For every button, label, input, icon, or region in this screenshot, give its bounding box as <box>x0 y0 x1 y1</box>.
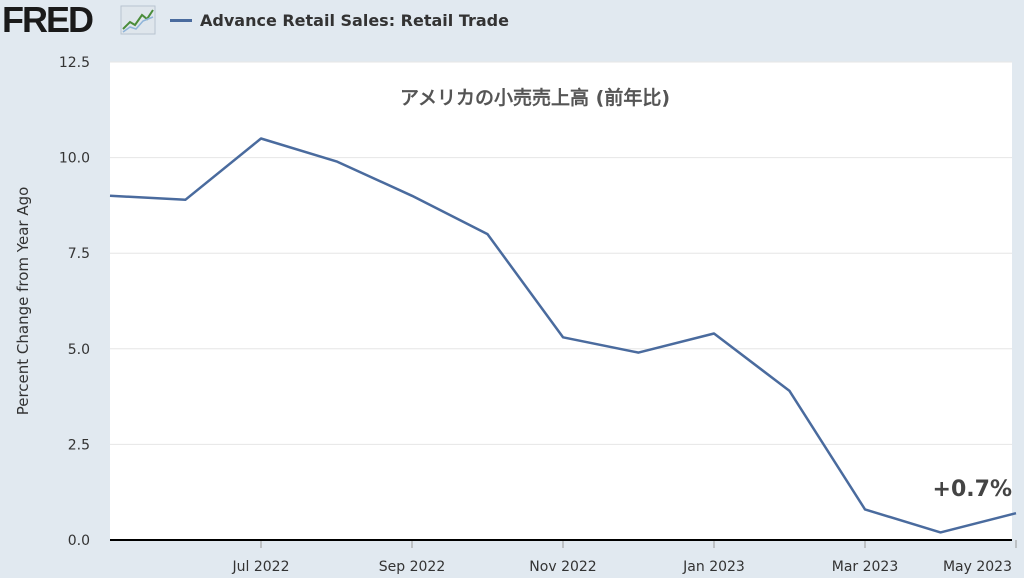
chart-legend[interactable]: Advance Retail Sales: Retail Trade <box>170 8 509 32</box>
chart-title: アメリカの小売売上高 (前年比) <box>400 86 670 109</box>
y-tick-label: 12.5 <box>59 55 90 71</box>
x-tick-label: Mar 2023 <box>832 559 899 575</box>
y-tick-label: 10.0 <box>59 151 90 167</box>
x-tick-label: Sep 2022 <box>379 559 445 575</box>
y-tick-label: 2.5 <box>68 437 90 453</box>
last-value-annotation: +0.7% <box>933 477 1012 502</box>
y-axis-ticks: 0.0 2.5 5.0 7.5 10.0 12.5 <box>59 55 90 549</box>
y-tick-label: 0.0 <box>68 533 90 549</box>
trend-line-icon <box>120 5 156 39</box>
x-tick-label: May 2023 <box>943 559 1012 575</box>
x-tick-label: Jul 2022 <box>232 559 290 575</box>
x-axis-ticks: Jul 2022 Sep 2022 Nov 2022 Jan 2023 Mar 2023… <box>232 540 1017 575</box>
x-tick-label: Nov 2022 <box>529 559 596 575</box>
y-axis-label: Percent Change from Year Ago <box>14 187 32 416</box>
legend-label: Advance Retail Sales: Retail Trade <box>200 10 509 30</box>
fred-logo[interactable]: FRED <box>2 0 94 40</box>
x-tick-label: Jan 2023 <box>682 559 745 575</box>
grid-lines <box>110 61 1012 445</box>
legend-swatch <box>170 18 192 22</box>
series-line[interactable] <box>109 137 1017 534</box>
plot-area <box>110 62 1012 540</box>
chart-header: FRED Advance Retail Sales: Retail Trade <box>0 0 1024 40</box>
y-tick-label: 5.0 <box>68 342 90 358</box>
y-tick-label: 7.5 <box>68 246 90 262</box>
